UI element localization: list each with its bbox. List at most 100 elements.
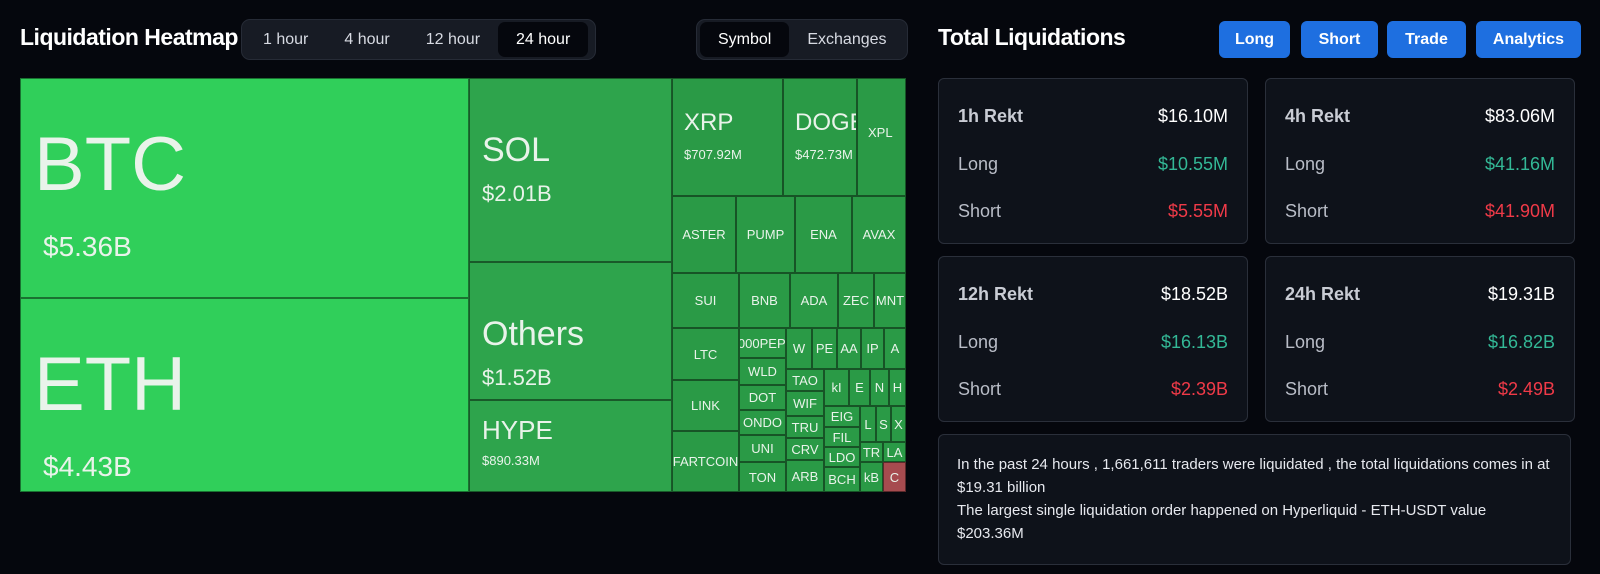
tile-symbol: DOT [748,390,777,405]
tile-aster[interactable]: ASTER [672,196,736,273]
tile-wif[interactable]: WIF [786,391,824,416]
tile-symbol: kB [863,469,880,485]
tile-w[interactable]: W [786,328,812,369]
tile-symbol: BNB [751,293,778,308]
tile-ldo[interactable]: LDO [824,447,860,467]
tile-fartcoin[interactable]: FARTCOIN [672,431,739,492]
long-value: $16.13B [1160,332,1228,352]
tile-ton[interactable]: TON [739,462,786,492]
trade-button[interactable]: Trade [1387,21,1466,58]
analytics-button[interactable]: Analytics [1476,21,1581,58]
tile-symbol: W [792,341,806,356]
tile-bch[interactable]: BCH [824,467,860,492]
summary-line-1: In the past 24 hours , 1,661,611 traders… [957,456,1550,496]
rekt-card-24h: 24h Rekt $19.31B Long $16.82B Short $2.49B [1265,256,1575,422]
tile-h[interactable]: H [889,369,906,406]
short-label: Short [958,379,1002,399]
tile-1000pepe[interactable]: 1000PEPE [739,328,786,358]
short-value: $41.90M [1484,201,1555,221]
tile-ltc[interactable]: LTC [672,328,739,380]
tile-symbol: PE [815,341,834,356]
tile-ena[interactable]: ENA [795,196,852,273]
tile-xpl[interactable]: XPL [857,78,906,196]
tile-bnb[interactable]: BNB [739,273,790,328]
tile-wld[interactable]: WLD [739,358,786,385]
timeframe-24h[interactable]: 24 hour [498,22,589,57]
long-label: Long [1285,154,1326,174]
long-value: $41.16M [1484,154,1555,174]
tile-eth[interactable]: ETH $4.43B [20,298,469,492]
tile-symbol: ARB [791,468,819,484]
rekt-card-4h: 4h Rekt $83.06M Long $41.16M Short $41.90M [1265,78,1575,244]
tile-x[interactable]: X [891,406,906,442]
short-label: Short [1285,201,1329,221]
tile-e[interactable]: E [849,369,870,406]
card-label: 24h Rekt [1285,284,1361,304]
view-symbol[interactable]: Symbol [700,22,790,57]
tile-crv[interactable]: CRV [786,438,824,460]
tile-xrp[interactable]: XRP $707.92M [672,78,783,196]
tile-arb[interactable]: ARB [786,460,824,492]
tile-symbol: WLD [748,364,777,379]
tile-symbol: DOGE [795,109,856,136]
card-label: 4h Rekt [1285,106,1351,126]
tile-ki[interactable]: kI [824,369,849,406]
liquidation-summary: In the past 24 hours , 1,661,611 traders… [938,434,1571,565]
tile-ada[interactable]: ADA [790,273,838,328]
long-label: Long [958,154,999,174]
tile-sui[interactable]: SUI [672,273,739,328]
tile-symbol: LDO [828,449,856,465]
tile-value: $472.73M [795,147,853,162]
tile-tao[interactable]: TAO [786,369,824,391]
short-value: $2.39B [1170,379,1228,399]
tile-symbol: E [855,380,864,395]
tile-symbol: AVAX [862,227,896,242]
tile-ip[interactable]: IP [861,328,884,369]
tile-symbol: H [892,380,903,395]
short-button[interactable]: Short [1301,21,1378,58]
tile-tr[interactable]: TR [860,442,883,462]
tile-la[interactable]: LA [883,442,906,462]
tile-symbol: FIL [832,429,852,445]
tile-symbol: S [879,416,888,432]
rekt-card-1h: 1h Rekt $16.10M Long $10.55M Short $5.55M [938,78,1248,244]
short-value: $2.49B [1497,379,1555,399]
timeframe-12h[interactable]: 12 hour [425,30,481,48]
tile-n[interactable]: N [870,369,889,406]
tile-c[interactable]: C [883,462,906,492]
tile-mnt[interactable]: MNT [874,273,906,328]
tile-uni[interactable]: UNI [739,435,786,462]
tile-zec[interactable]: ZEC [838,273,874,328]
long-label: Long [958,332,999,352]
tile-symbol: LA [886,444,903,460]
tile-aa[interactable]: AA [837,328,861,369]
tile-sol[interactable]: SOL $2.01B [469,78,672,262]
tile-value: $5.36B [43,231,132,262]
view-exchanges[interactable]: Exchanges [807,30,887,48]
timeframe-4h[interactable]: 4 hour [344,30,390,48]
tile-symbol: PUMP [746,227,785,242]
long-button[interactable]: Long [1219,21,1290,58]
tile-s[interactable]: S [876,406,891,442]
tile-a[interactable]: A [884,328,906,369]
tile-pump[interactable]: PUMP [736,196,795,273]
tile-avax[interactable]: AVAX [852,196,906,273]
tile-hype[interactable]: HYPE $890.33M [469,400,672,492]
tile-pe[interactable]: PE [812,328,837,369]
tile-fil[interactable]: FIL [824,427,860,447]
card-total: $19.31B [1487,284,1555,304]
tile-dot[interactable]: DOT [739,385,786,410]
tile-kb[interactable]: kB [860,462,883,492]
tile-ondo[interactable]: ONDO [739,410,786,435]
tile-tru[interactable]: TRU [786,416,824,438]
tile-others[interactable]: Others $1.52B [469,262,672,400]
tile-symbol: TR [862,444,881,460]
tile-l[interactable]: L [860,406,876,442]
tile-eig[interactable]: EIG [824,406,860,427]
tile-symbol: XRP [684,109,734,136]
tile-btc[interactable]: BTC $5.36B [20,78,469,298]
tile-doge[interactable]: DOGE $472.73M [783,78,857,196]
tile-symbol: BCH [828,472,856,487]
tile-link[interactable]: LINK [672,380,739,431]
timeframe-1h[interactable]: 1 hour [263,30,309,48]
